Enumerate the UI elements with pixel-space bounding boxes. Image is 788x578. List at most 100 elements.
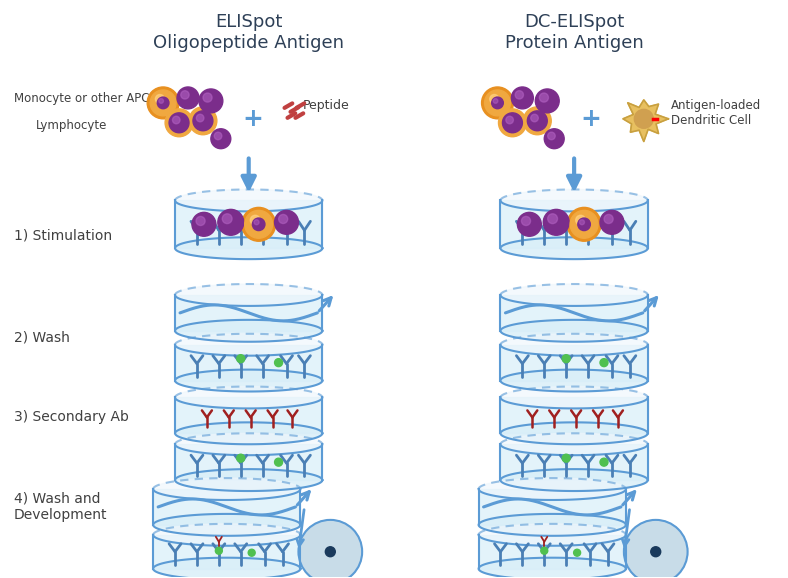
Bar xyxy=(175,398,322,434)
Ellipse shape xyxy=(500,190,648,212)
Circle shape xyxy=(211,129,231,149)
Circle shape xyxy=(522,216,530,225)
Circle shape xyxy=(548,132,556,140)
Bar xyxy=(175,344,322,380)
Ellipse shape xyxy=(175,334,322,355)
Circle shape xyxy=(199,89,223,113)
Bar xyxy=(175,201,322,248)
Ellipse shape xyxy=(175,469,322,491)
Text: 2) Wash: 2) Wash xyxy=(14,331,69,344)
Ellipse shape xyxy=(175,434,322,455)
Circle shape xyxy=(527,111,547,131)
Text: 1) Stimulation: 1) Stimulation xyxy=(14,228,112,242)
Circle shape xyxy=(600,210,624,234)
Circle shape xyxy=(535,89,559,113)
Circle shape xyxy=(511,87,533,109)
Ellipse shape xyxy=(500,387,648,409)
Circle shape xyxy=(543,209,569,235)
Circle shape xyxy=(531,114,538,122)
Ellipse shape xyxy=(175,369,322,391)
Circle shape xyxy=(169,113,189,133)
Polygon shape xyxy=(623,100,668,142)
Ellipse shape xyxy=(175,387,322,409)
Circle shape xyxy=(252,218,265,231)
Circle shape xyxy=(624,520,688,578)
Ellipse shape xyxy=(175,320,322,342)
Ellipse shape xyxy=(500,423,648,444)
Circle shape xyxy=(180,91,189,99)
Ellipse shape xyxy=(500,469,648,491)
Circle shape xyxy=(576,215,585,225)
Circle shape xyxy=(518,212,541,236)
Circle shape xyxy=(274,210,299,234)
Text: Antigen-loaded
Dendritic Cell: Antigen-loaded Dendritic Cell xyxy=(671,99,761,127)
Circle shape xyxy=(506,116,514,124)
Circle shape xyxy=(523,107,552,135)
Circle shape xyxy=(196,114,204,122)
Ellipse shape xyxy=(500,334,648,355)
Circle shape xyxy=(193,111,213,131)
Ellipse shape xyxy=(153,558,300,578)
Circle shape xyxy=(159,99,163,103)
Circle shape xyxy=(147,87,179,119)
Circle shape xyxy=(215,547,222,554)
Circle shape xyxy=(299,520,362,578)
Circle shape xyxy=(503,113,522,133)
Bar xyxy=(478,535,626,569)
Circle shape xyxy=(254,220,259,225)
Ellipse shape xyxy=(175,237,322,259)
Text: Monocyte or other APC: Monocyte or other APC xyxy=(14,92,150,105)
Circle shape xyxy=(189,107,217,135)
Ellipse shape xyxy=(175,423,322,444)
Circle shape xyxy=(574,549,581,556)
Circle shape xyxy=(251,215,260,225)
Bar xyxy=(175,444,322,480)
Ellipse shape xyxy=(500,237,648,259)
Bar xyxy=(175,295,322,331)
Bar xyxy=(500,295,648,331)
Circle shape xyxy=(236,454,245,462)
Circle shape xyxy=(222,214,232,224)
Ellipse shape xyxy=(153,478,300,500)
Text: +: + xyxy=(242,107,263,131)
Circle shape xyxy=(571,210,598,238)
Bar xyxy=(500,444,648,480)
Circle shape xyxy=(545,129,564,149)
Circle shape xyxy=(274,359,283,366)
Text: Peptide: Peptide xyxy=(303,99,349,112)
Ellipse shape xyxy=(153,524,300,546)
Circle shape xyxy=(499,109,526,137)
Circle shape xyxy=(158,97,169,109)
Circle shape xyxy=(177,87,199,109)
Bar xyxy=(500,201,648,248)
Circle shape xyxy=(578,218,590,231)
Ellipse shape xyxy=(478,524,626,546)
Circle shape xyxy=(539,93,548,102)
Circle shape xyxy=(245,210,273,238)
Circle shape xyxy=(579,220,585,225)
Circle shape xyxy=(217,209,243,235)
Circle shape xyxy=(651,547,660,557)
Ellipse shape xyxy=(478,558,626,578)
Ellipse shape xyxy=(478,514,626,536)
Bar xyxy=(478,489,626,525)
Text: 4) Wash and
Development: 4) Wash and Development xyxy=(14,492,107,522)
Circle shape xyxy=(279,214,288,224)
Circle shape xyxy=(489,94,499,103)
Bar xyxy=(153,489,300,525)
Ellipse shape xyxy=(500,369,648,391)
Text: +: + xyxy=(581,107,601,131)
Circle shape xyxy=(541,547,548,554)
Ellipse shape xyxy=(500,434,648,455)
Circle shape xyxy=(242,208,276,241)
Ellipse shape xyxy=(175,284,322,306)
Text: Lymphocyte: Lymphocyte xyxy=(35,119,107,132)
Circle shape xyxy=(567,208,601,241)
Text: 3) Secondary Ab: 3) Secondary Ab xyxy=(14,410,128,424)
Circle shape xyxy=(493,99,498,103)
Circle shape xyxy=(485,90,511,116)
Ellipse shape xyxy=(500,320,648,342)
Text: ELISpot
Oligopeptide Antigen: ELISpot Oligopeptide Antigen xyxy=(153,13,344,52)
Circle shape xyxy=(203,93,212,102)
Circle shape xyxy=(192,212,216,236)
